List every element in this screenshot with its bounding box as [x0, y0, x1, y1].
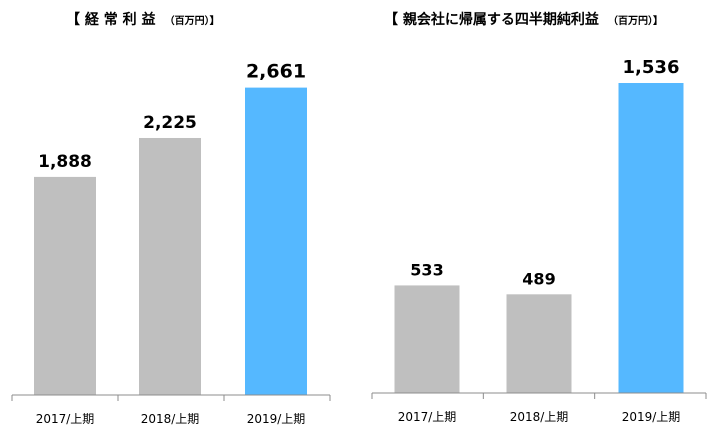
bar-3	[618, 83, 684, 394]
category-label-1: 2017/上期	[398, 410, 457, 424]
category-label-2: 2018/上期	[141, 412, 200, 426]
chart-title: 【 親会社に帰属する四半期純利益 （百万円）】	[384, 9, 663, 28]
x-axis-ticks	[371, 393, 707, 399]
category-label-2: 2018/上期	[510, 410, 569, 424]
bars: 533 489 1,536	[394, 57, 684, 394]
bars: 1,888 2,225 2,661	[34, 61, 307, 396]
chart-title: 【 経 常 利 益 （百万円）】	[66, 9, 220, 28]
chart-title-unit: （百万円）】	[608, 14, 663, 27]
value-label-3: 2,661	[246, 61, 306, 83]
category-label-3: 2019/上期	[247, 412, 306, 426]
category-label-1: 2017/上期	[36, 412, 95, 426]
chart-title-unit: （百万円）】	[165, 14, 220, 27]
value-label-1: 533	[410, 260, 443, 279]
value-label-2: 489	[522, 269, 555, 288]
value-label-2: 2,225	[143, 113, 197, 133]
category-label-3: 2019/上期	[622, 410, 681, 424]
x-axis-ticks	[11, 395, 331, 401]
net-income-chart: 【 親会社に帰属する四半期純利益 （百万円）】 533 489 1,536 2017…	[371, 9, 707, 424]
ordinary-profit-chart: 【 経 常 利 益 （百万円）】 1,888 2,225 2,661 2017/上期…	[11, 9, 331, 426]
value-label-1: 1,888	[38, 152, 92, 172]
category-labels: 2017/上期 2018/上期 2019/上期	[398, 410, 681, 424]
chart-title-main: 【 経 常 利 益	[66, 11, 156, 28]
bar-2	[506, 294, 572, 393]
bar-1	[394, 285, 460, 393]
bar-2	[139, 137, 201, 396]
category-labels: 2017/上期 2018/上期 2019/上期	[36, 412, 306, 426]
chart-title-main: 【 親会社に帰属する四半期純利益	[384, 11, 599, 28]
bar-3	[245, 87, 307, 396]
bar-1	[34, 176, 96, 395]
value-label-3: 1,536	[623, 57, 680, 78]
